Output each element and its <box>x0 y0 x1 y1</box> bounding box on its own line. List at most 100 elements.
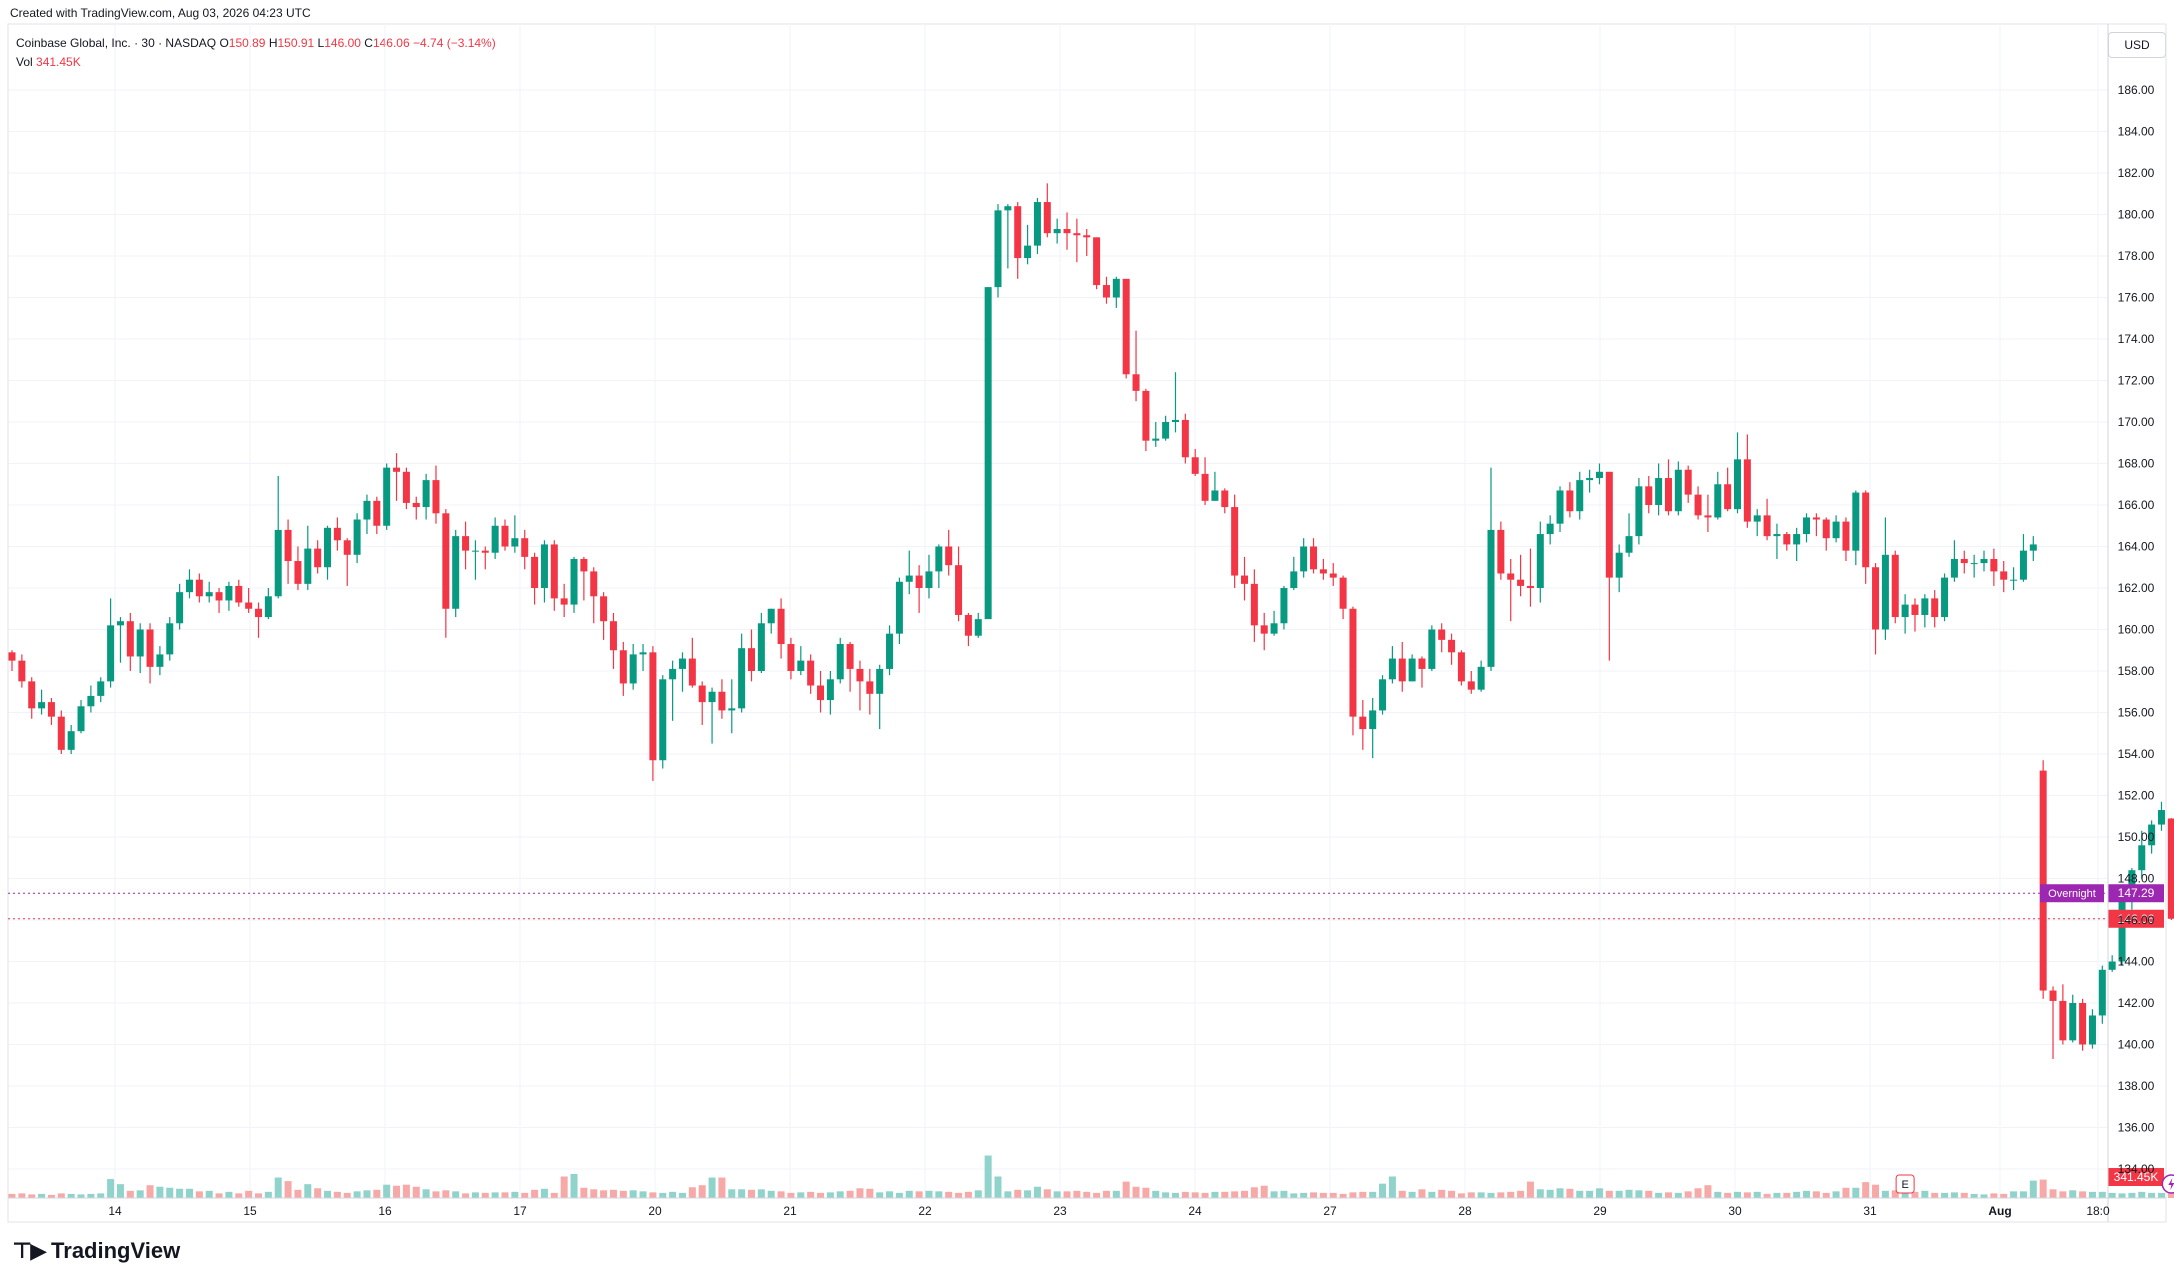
candle-body <box>2029 544 2037 551</box>
volume-bar <box>1566 1188 1574 1198</box>
volume-bar <box>1349 1192 1357 1198</box>
volume-bar <box>2049 1189 2057 1198</box>
candle <box>1260 612 1268 651</box>
volume-bar <box>264 1191 272 1198</box>
candle <box>639 644 647 671</box>
candle-body <box>1921 598 1929 615</box>
candle <box>1891 550 1899 624</box>
volume-bar <box>2118 1193 2126 1198</box>
candle-body <box>1408 658 1416 682</box>
candle <box>629 644 637 690</box>
volume-bar <box>2128 1192 2136 1198</box>
candle <box>2148 820 2156 854</box>
candle <box>146 623 154 684</box>
candle <box>1300 538 1308 578</box>
candle <box>1881 517 1889 640</box>
volume-bar <box>245 1190 253 1198</box>
volume-bar <box>1546 1189 1554 1198</box>
candle-body <box>1033 202 1041 246</box>
volume-bar <box>1231 1191 1239 1198</box>
candle <box>1793 527 1801 562</box>
candle-body <box>1881 554 1889 630</box>
candle-body <box>964 614 972 636</box>
candle-body <box>856 668 864 682</box>
candle-body <box>1891 554 1899 618</box>
volume-label[interactable]: Vol <box>16 55 33 69</box>
currency-button[interactable]: USD <box>2108 32 2166 58</box>
symbol-title[interactable]: Coinbase Global, Inc. · 30 · NASDAQ <box>16 36 217 50</box>
candle-body <box>738 648 746 709</box>
volume-bar <box>462 1193 470 1198</box>
x-tick-label: 18:0 <box>2086 1204 2110 1218</box>
y-tick-label: 160.00 <box>2118 623 2155 637</box>
candle <box>1694 486 1702 520</box>
y-tick-label: 176.00 <box>2118 291 2155 305</box>
candle <box>255 602 262 638</box>
volume-bar <box>1132 1186 1140 1198</box>
candle <box>1073 218 1081 263</box>
candle <box>343 538 351 586</box>
candle <box>1359 700 1367 750</box>
candle-body <box>2049 990 2057 1001</box>
volume-bar <box>777 1191 785 1198</box>
volume-bar <box>2029 1180 2037 1198</box>
candle-body <box>1743 459 1751 522</box>
candle-body <box>1073 233 1081 236</box>
volume-bar <box>176 1188 184 1198</box>
volume-bar <box>748 1189 755 1198</box>
candle-body <box>1122 278 1130 375</box>
candle <box>2069 994 2077 1043</box>
candle <box>2088 1009 2096 1049</box>
volume-bar <box>1655 1192 1663 1198</box>
candle-body <box>955 565 963 615</box>
volume-bar <box>432 1191 440 1198</box>
candle-body <box>1201 473 1209 501</box>
volume-bar <box>412 1186 420 1198</box>
candle <box>2108 955 2116 972</box>
created-note: Created with TradingView.com, Aug 03, 20… <box>10 6 311 20</box>
y-tick-label: 156.00 <box>2118 706 2155 720</box>
candle-body <box>1950 558 1958 578</box>
volume-bar <box>1803 1190 1811 1198</box>
volume-bar <box>1862 1182 1870 1198</box>
candle <box>531 552 539 605</box>
volume-bar <box>728 1189 736 1198</box>
volume-bar <box>304 1184 312 1198</box>
open-label: O <box>219 36 229 50</box>
volume-bar <box>2019 1191 2027 1198</box>
candle-body <box>107 625 115 682</box>
volume-bar <box>935 1191 943 1198</box>
candle <box>718 679 726 719</box>
y-tick-label: 134.00 <box>2118 1162 2155 1176</box>
y-tick-label: 150.00 <box>2118 830 2155 844</box>
volume-bar <box>1171 1192 1179 1198</box>
candle <box>1645 475 1653 514</box>
candle <box>1576 471 1584 520</box>
y-tick-label: 164.00 <box>2118 540 2155 554</box>
candle-body <box>1181 419 1189 458</box>
overlays: Overnight 147.29 146.06 341.45K E <box>8 884 2174 1194</box>
candle-body <box>767 608 775 624</box>
chart-legend: Coinbase Global, Inc. · 30 · NASDAQ O 150… <box>16 34 496 72</box>
volume-bar <box>1783 1192 1791 1198</box>
candle-body <box>1536 534 1544 588</box>
candle <box>1053 218 1061 244</box>
candle <box>1921 594 1929 628</box>
volume-bar <box>67 1193 75 1198</box>
volume-bar <box>2000 1193 2008 1198</box>
y-tick-label: 168.00 <box>2118 457 2155 471</box>
candle-body <box>235 585 243 603</box>
tradingview-brand[interactable]: ⊤▶ TradingView <box>12 1238 180 1264</box>
candle-body <box>1319 569 1327 574</box>
candle-body <box>1714 484 1722 518</box>
volume-bar <box>1211 1191 1219 1198</box>
high-value: 150.91 <box>277 36 315 50</box>
volume-bar <box>767 1190 775 1198</box>
price-chart[interactable]: Overnight 147.29 146.06 341.45K E 186.00 184.… <box>0 0 2174 1230</box>
candle-body <box>452 536 460 609</box>
x-tick-label: Aug <box>1988 1204 2011 1218</box>
candle <box>846 641 854 692</box>
volume-bar <box>353 1191 361 1198</box>
candle-body <box>1329 573 1337 578</box>
candle <box>659 675 667 769</box>
